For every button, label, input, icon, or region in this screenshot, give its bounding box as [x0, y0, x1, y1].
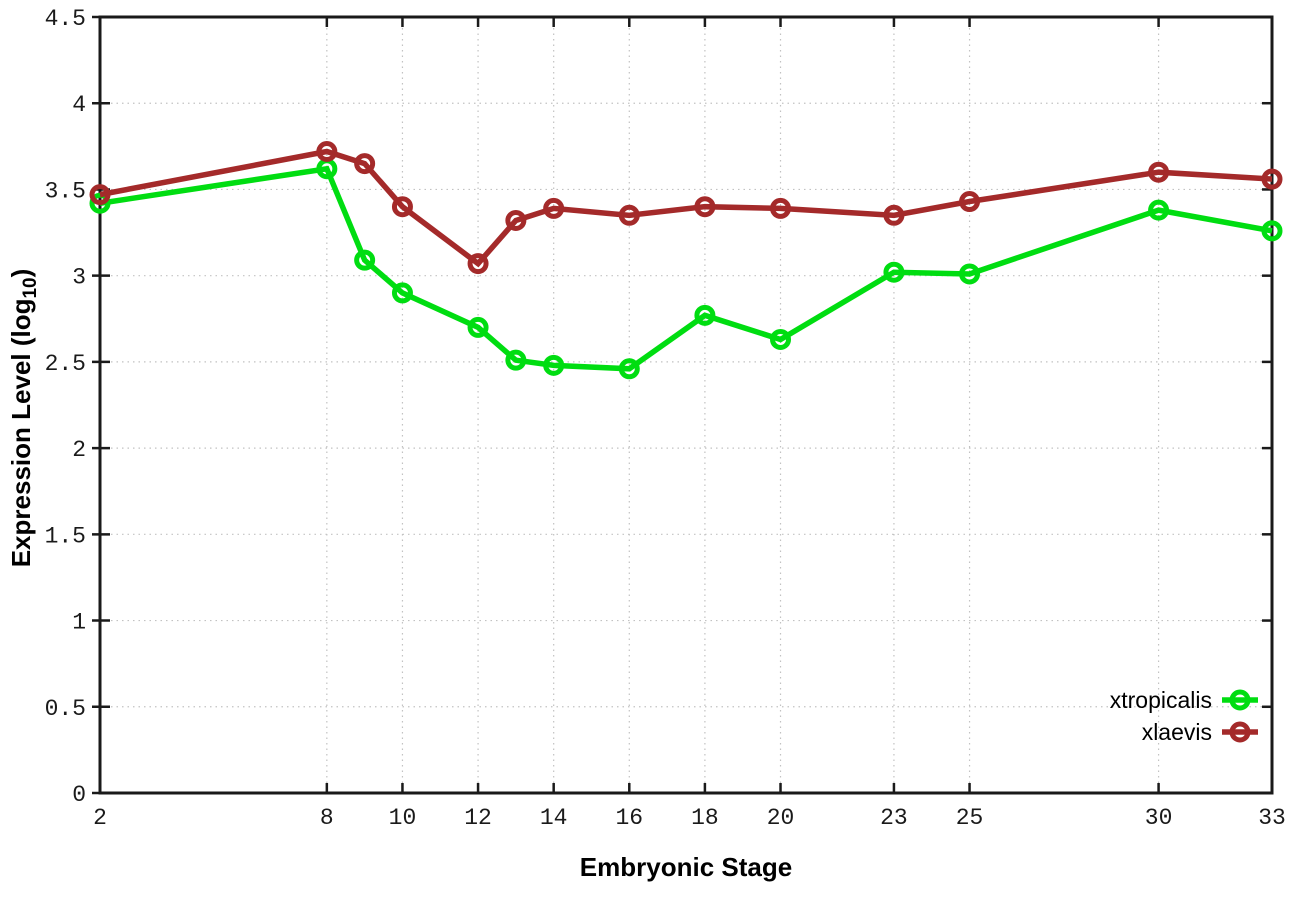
y-tick-label: 3 [72, 265, 86, 291]
plot-border [98, 15, 1274, 795]
x-tick-label: 18 [691, 805, 719, 831]
data-point-marker [1148, 199, 1170, 221]
data-point-marker [618, 204, 640, 226]
data-point-marker [89, 184, 111, 206]
y-tick-label: 4.5 [45, 6, 86, 32]
x-tick-label: 33 [1258, 805, 1286, 831]
y-tick-label: 2 [72, 437, 86, 463]
data-point-marker [316, 141, 338, 163]
data-point-marker [391, 196, 413, 218]
data-point-marker [467, 253, 489, 275]
x-tick-labels: 2 8 10 12 14 16 18 20 23 25 30 33 [93, 805, 1286, 831]
data-point-marker [694, 196, 716, 218]
series-xlaevis-line [99, 148, 1273, 268]
y-tick-label: 3.5 [45, 178, 86, 204]
data-point-marker [354, 249, 376, 271]
data-point-marker [959, 191, 981, 213]
x-axis-title: Embryonic Stage [580, 852, 792, 882]
gridlines [99, 16, 1273, 794]
x-tick-label: 20 [767, 805, 795, 831]
legend: xtropicalis xlaevis [1110, 687, 1258, 745]
y-tick-label: 1 [72, 610, 86, 636]
tick-marks [92, 15, 1274, 795]
data-point-marker [618, 358, 640, 380]
legend-item-xtropicalis: xtropicalis [1110, 687, 1258, 713]
x-tick-label: 8 [320, 805, 334, 831]
data-point-marker [1261, 220, 1283, 242]
data-point-marker [959, 263, 981, 285]
data-point-marker [505, 209, 527, 231]
y-tick-label: 1.5 [45, 523, 86, 549]
legend-sample-marker [1229, 721, 1251, 743]
y-tick-label: 0 [72, 782, 86, 808]
data-point-marker [1261, 168, 1283, 190]
y-tick-label: 4 [72, 92, 86, 118]
data-point-marker [883, 204, 905, 226]
x-tick-label: 14 [540, 805, 568, 831]
data-point-marker [543, 197, 565, 219]
x-tick-label: 16 [615, 805, 643, 831]
data-point-marker [467, 316, 489, 338]
data-point-marker [694, 304, 716, 326]
data-point-marker [770, 197, 792, 219]
x-tick-label: 23 [880, 805, 908, 831]
data-point-marker [505, 349, 527, 371]
series-xlaevis [89, 141, 1283, 275]
y-tick-labels: 0 0.5 1 1.5 2 2.5 3 3.5 4 4.5 [45, 6, 86, 808]
y-tick-label: 2.5 [45, 351, 86, 377]
data-point-marker [883, 261, 905, 283]
x-tick-label: 2 [93, 805, 107, 831]
x-tick-label: 10 [389, 805, 417, 831]
x-tick-label: 12 [464, 805, 492, 831]
series-xtropicalis-line [99, 165, 1273, 372]
series-xtropicalis [89, 158, 1283, 380]
data-point-marker [89, 192, 111, 214]
y-tick-label: 0.5 [45, 696, 86, 722]
legend-item-xlaevis: xlaevis [1142, 719, 1258, 745]
legend-label: xlaevis [1142, 719, 1212, 745]
x-tick-label: 25 [956, 805, 984, 831]
data-point-marker [543, 354, 565, 376]
data-point-marker [770, 328, 792, 350]
legend-label: xtropicalis [1110, 687, 1212, 713]
legend-sample-marker [1229, 689, 1251, 711]
x-tick-label: 30 [1145, 805, 1173, 831]
y-axis-title: Expression Level (log10) [6, 269, 41, 568]
data-point-marker [354, 153, 376, 175]
data-point-marker [391, 282, 413, 304]
data-point-marker [1148, 161, 1170, 183]
